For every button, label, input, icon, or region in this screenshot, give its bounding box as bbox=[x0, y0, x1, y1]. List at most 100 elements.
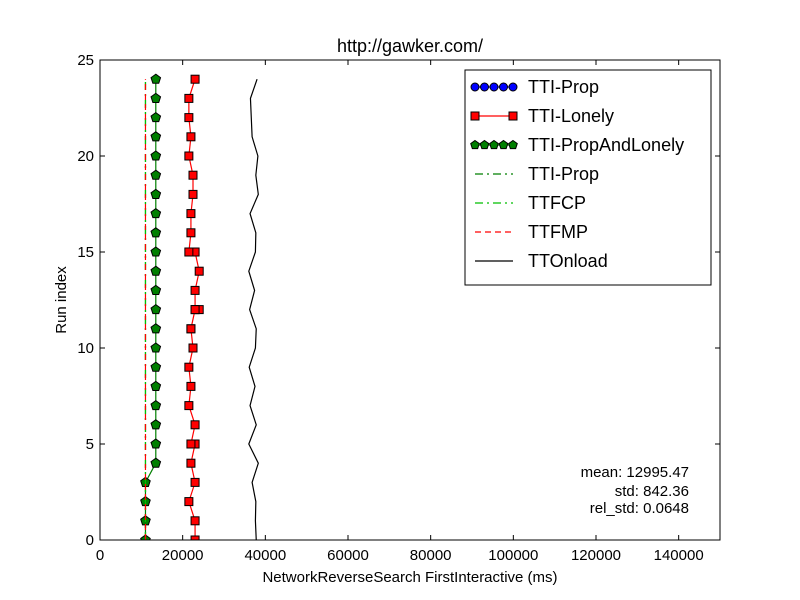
data-point-tti-propandlonely-6 bbox=[150, 419, 162, 430]
y-tick-label: 15 bbox=[77, 244, 94, 261]
data-point-tti-lonely-1 bbox=[190, 516, 200, 526]
legend-swatch-marker bbox=[498, 139, 509, 150]
y-tick-label: 5 bbox=[86, 436, 94, 453]
data-point-tti-propandlonely-9 bbox=[150, 361, 162, 372]
legend-swatch-marker bbox=[489, 139, 499, 150]
legend-swatch-marker bbox=[470, 139, 480, 150]
legend-label: TTI-Lonely bbox=[528, 106, 614, 126]
legend-swatch-marker bbox=[470, 111, 480, 121]
data-point-tti-lonely-25 bbox=[184, 151, 194, 161]
stat-mean: mean: 12995.47 bbox=[581, 464, 689, 481]
plot-area bbox=[140, 73, 259, 540]
data-point-tti-lonely-29 bbox=[190, 74, 200, 84]
data-point-tti-propandlonely-7 bbox=[150, 399, 162, 411]
y-axis-label: Run index bbox=[53, 266, 70, 334]
axes-frame bbox=[99, 59, 721, 541]
legend-item-ttfcp-4: TTFCP bbox=[475, 193, 586, 213]
data-point-tti-propandlonely-22 bbox=[150, 111, 162, 123]
data-point-tti-propandlonely-13 bbox=[150, 284, 162, 295]
legend-swatch-marker bbox=[508, 111, 518, 121]
legend-swatch-marker bbox=[479, 139, 490, 150]
data-point-tti-lonely-16 bbox=[190, 305, 200, 315]
legend-label: TTI-Prop bbox=[528, 164, 599, 184]
data-point-tti-lonely-10 bbox=[184, 362, 194, 372]
data-point-tti-lonely-18 bbox=[194, 266, 204, 276]
data-point-tti-lonely-8 bbox=[184, 401, 194, 411]
y-tick-label: 0 bbox=[86, 532, 94, 549]
data-point-tti-lonely-22 bbox=[186, 209, 196, 219]
legend-item-ttonload-6: TTOnload bbox=[475, 251, 608, 271]
legend: TTI-Prop TTI-Lonely TTI-PropAndLonely TTI-P… bbox=[464, 69, 712, 286]
y-tick-label: 20 bbox=[77, 148, 94, 165]
data-point-tti-lonely-0 bbox=[190, 535, 200, 540]
legend-label: TTFMP bbox=[528, 222, 588, 242]
data-point-tti-lonely-9 bbox=[186, 381, 196, 391]
legend-label: TTFCP bbox=[528, 193, 586, 213]
legend-item-tti-lonely-1: TTI-Lonely bbox=[470, 106, 614, 126]
stat-std: std: 842.36 bbox=[615, 483, 689, 500]
data-point-tti-propandlonely-24 bbox=[150, 73, 162, 84]
x-tick-label: 100000 bbox=[488, 547, 538, 564]
data-point-tti-propandlonely-23 bbox=[150, 92, 162, 103]
data-point-tti-propandlonely-8 bbox=[150, 380, 162, 391]
data-point-tti-propandlonely-21 bbox=[150, 131, 162, 142]
series-tti-lonely-1 bbox=[184, 74, 204, 540]
data-point-tti-lonely-28 bbox=[184, 93, 194, 103]
data-point-tti-lonely-21 bbox=[186, 228, 196, 238]
data-point-tti-propandlonely-17 bbox=[150, 207, 162, 219]
legend-box bbox=[464, 69, 712, 286]
legend-swatch-marker bbox=[489, 82, 499, 92]
legend-swatch-marker bbox=[499, 82, 508, 92]
data-point-tti-propandlonely-4 bbox=[150, 457, 162, 468]
data-point-tti-propandlonely-19 bbox=[150, 169, 162, 180]
legend-swatch-marker bbox=[508, 139, 518, 150]
x-tick-label: 140000 bbox=[654, 547, 704, 564]
legend-label: TTI-Prop bbox=[528, 77, 599, 97]
series-line-ttonload bbox=[248, 79, 259, 540]
data-point-tti-lonely-6 bbox=[186, 439, 196, 449]
stats-annotation: mean: 12995.47 std: 842.36 rel_std: 0.06… bbox=[581, 464, 689, 517]
data-point-tti-lonely-20 bbox=[184, 247, 194, 257]
data-point-tti-lonely-23 bbox=[188, 189, 198, 199]
x-tick-label: 20000 bbox=[162, 547, 204, 564]
y-tick-label: 25 bbox=[77, 52, 94, 69]
data-point-tti-propandlonely-11 bbox=[150, 323, 162, 334]
data-point-tti-propandlonely-14 bbox=[150, 265, 162, 276]
legend-item-tti-prop-0: TTI-Prop bbox=[470, 77, 599, 97]
stat-rel-std: rel_std: 0.0648 bbox=[590, 500, 689, 517]
data-point-tti-lonely-3 bbox=[190, 477, 200, 487]
data-point-tti-propandlonely-15 bbox=[150, 246, 162, 257]
series-tti-propandlonely-2 bbox=[140, 73, 162, 540]
data-point-tti-lonely-24 bbox=[188, 170, 198, 180]
legend-label: TTOnload bbox=[528, 251, 608, 271]
data-point-tti-lonely-11 bbox=[188, 343, 198, 353]
y-tick-label: 10 bbox=[77, 340, 94, 357]
legend-item-tti-prop-3: TTI-Prop bbox=[475, 164, 599, 184]
series-ttonload-6 bbox=[248, 79, 259, 540]
chart-title: http://gawker.com/ bbox=[337, 36, 483, 56]
legend-swatch-marker bbox=[480, 82, 489, 92]
data-point-tti-propandlonely-18 bbox=[150, 188, 162, 199]
x-tick-label: 0 bbox=[96, 547, 104, 564]
x-axis-label: NetworkReverseSearch FirstInteractive (m… bbox=[262, 569, 557, 586]
data-point-tti-lonely-26 bbox=[186, 132, 196, 142]
x-tick-label: 120000 bbox=[571, 547, 621, 564]
data-point-tti-lonely-17 bbox=[190, 285, 200, 295]
data-point-tti-lonely-2 bbox=[184, 497, 194, 507]
x-tick-label: 40000 bbox=[244, 547, 286, 564]
data-point-tti-lonely-27 bbox=[184, 113, 194, 123]
legend-label: TTI-PropAndLonely bbox=[528, 135, 684, 155]
axis-ticks: 0 20000 40000 60000 80000 100000 120000 140000 0… bbox=[77, 52, 720, 564]
data-point-tti-lonely-4 bbox=[186, 458, 196, 468]
x-tick-label: 80000 bbox=[410, 547, 452, 564]
data-point-tti-lonely-7 bbox=[190, 420, 200, 430]
data-point-tti-propandlonely-12 bbox=[150, 303, 162, 315]
data-point-tti-propandlonely-10 bbox=[150, 342, 162, 353]
data-point-tti-propandlonely-5 bbox=[150, 438, 162, 449]
x-tick-label: 60000 bbox=[327, 547, 369, 564]
legend-item-tti-propandlonely-2: TTI-PropAndLonely bbox=[470, 135, 684, 155]
legend-swatch-marker bbox=[508, 82, 518, 92]
data-point-tti-lonely-13 bbox=[186, 324, 196, 334]
data-point-tti-propandlonely-16 bbox=[150, 227, 162, 238]
